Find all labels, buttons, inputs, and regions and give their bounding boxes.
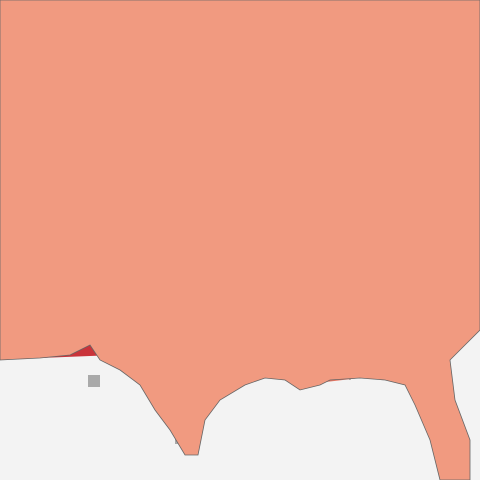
no-data: [88, 375, 100, 387]
